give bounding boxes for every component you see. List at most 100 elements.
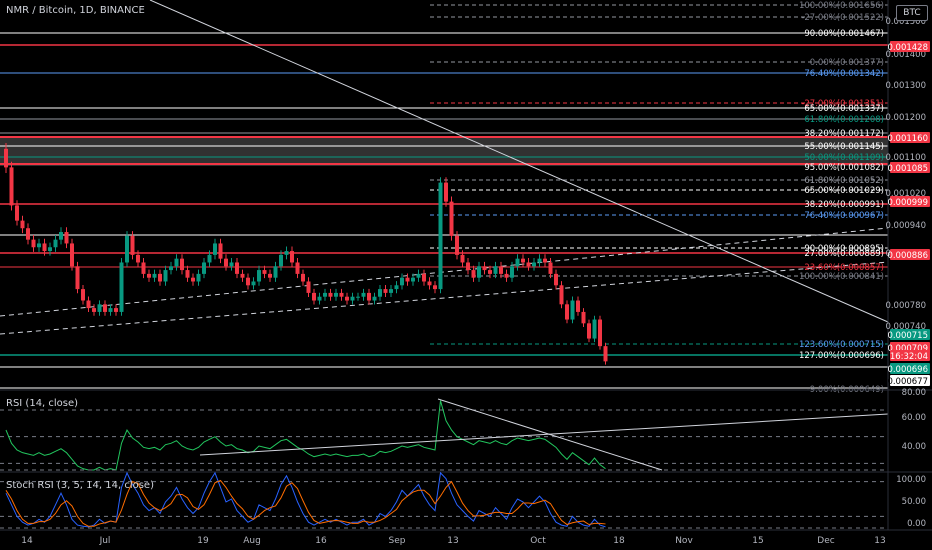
candle-body[interactable] [119,262,124,312]
candle-body[interactable] [389,289,393,293]
candle-body[interactable] [438,182,443,290]
stoch-rsi-pane[interactable] [0,469,932,529]
candle-body[interactable] [251,281,256,286]
candle-body[interactable] [59,232,63,240]
candle-body[interactable] [334,292,338,297]
candle-body[interactable] [548,262,553,274]
candle-body[interactable] [444,182,448,202]
candle-body[interactable] [169,266,173,271]
candle-body[interactable] [587,323,591,339]
candle-body[interactable] [449,201,454,236]
price-tag[interactable]: 0.000696 [887,363,930,375]
candle-body[interactable] [422,273,426,282]
candle-body[interactable] [224,258,228,267]
descending-trendline[interactable] [149,0,889,323]
candle-body[interactable] [114,308,118,312]
candle-body[interactable] [15,205,19,221]
candle-body[interactable] [598,319,602,347]
candle-body[interactable] [504,273,509,278]
candle-body[interactable] [361,292,366,297]
price-tag[interactable]: 0.000715 [887,329,930,341]
candle-body[interactable] [312,292,316,301]
candle-body[interactable] [191,277,195,282]
candle-body[interactable] [482,266,487,271]
candle-body[interactable] [158,273,162,282]
price-tag[interactable]: 16:32:04 [890,350,930,362]
candle-body[interactable] [559,285,564,305]
candle-body[interactable] [532,262,536,267]
candle-body[interactable] [92,308,96,312]
candle-body[interactable] [174,258,179,267]
candle-body[interactable] [328,292,333,297]
rsi-resistance-trendline[interactable] [437,398,663,471]
candle-body[interactable] [257,270,261,282]
candle-body[interactable] [86,300,91,309]
candle-body[interactable] [537,258,542,263]
rsi-support-trendline[interactable] [199,413,889,456]
candle-body[interactable] [411,277,415,282]
candle-body[interactable] [499,266,503,274]
stoch-d-line[interactable] [5,479,606,527]
candle-body[interactable] [466,262,470,271]
candle-body[interactable] [26,228,30,240]
candle-body[interactable] [603,346,608,362]
candle-body[interactable] [9,167,14,206]
price-tag[interactable]: 0.000886 [887,249,930,261]
candle-body[interactable] [460,254,465,263]
candle-body[interactable] [103,304,107,312]
candle-body[interactable] [592,319,597,339]
candle-body[interactable] [367,292,371,301]
candle-body[interactable] [383,289,388,293]
candle-body[interactable] [240,273,245,278]
candle-body[interactable] [130,235,135,255]
candle-body[interactable] [246,277,250,286]
candle-body[interactable] [37,243,41,248]
price-tag[interactable]: 0.000999 [887,196,930,208]
candle-body[interactable] [356,296,360,298]
candle-body[interactable] [416,273,421,278]
candle-body[interactable] [213,243,217,255]
candle-body[interactable] [554,273,558,286]
price-axis[interactable]: 0.001500 0.001400 0.001300 0.001200 0.001100… [885,0,930,530]
ascending-channel-upper-line[interactable] [0,227,889,317]
price-tag[interactable]: 0.000677 [887,375,930,387]
candle-body[interactable] [136,254,140,263]
time-axis[interactable]: 14 Jul 19 Aug 16 Sep 13 Oct 18 Nov 15 Dec 13 [0,529,932,546]
candle-body[interactable] [378,289,382,297]
price-tag[interactable]: 0.001428 [887,41,930,53]
candle-body[interactable] [97,304,102,312]
candle-body[interactable] [295,262,300,274]
candle-body[interactable] [471,270,476,278]
candle-body[interactable] [493,266,498,274]
candle-body[interactable] [147,273,151,278]
candle-body[interactable] [279,254,283,267]
candle-body[interactable] [581,311,586,324]
candle-body[interactable] [488,270,492,274]
candle-body[interactable] [515,258,520,267]
candle-body[interactable] [235,262,239,274]
candle-body[interactable] [81,289,85,301]
price-tag[interactable]: 0.001160 [887,132,930,144]
rsi-indicator-label[interactable]: RSI (14, close) [6,398,79,409]
candle-body[interactable] [185,270,190,278]
candle-body[interactable] [180,258,184,271]
candle-body[interactable] [262,270,267,274]
candle-body[interactable] [207,254,212,263]
candle-body[interactable] [4,148,8,168]
candle-body[interactable] [301,273,305,282]
candle-body[interactable] [323,292,327,297]
candle-body[interactable] [284,251,289,255]
candle-body[interactable] [290,251,294,263]
candle-body[interactable] [350,296,355,301]
stoch-rsi-indicator-label[interactable]: Stoch RSI (3, 5, 14, 14, close) [6,480,154,491]
candle-body[interactable] [345,296,349,301]
candle-body[interactable] [405,277,410,282]
candle-body[interactable] [152,273,157,278]
candle-body[interactable] [394,285,399,290]
symbol-title[interactable]: NMR / Bitcoin, 1D, BINANCE [6,5,145,16]
candle-body[interactable] [372,296,377,301]
candle-body[interactable] [20,220,25,229]
candle-body[interactable] [48,247,52,252]
candle-body[interactable] [521,258,525,263]
